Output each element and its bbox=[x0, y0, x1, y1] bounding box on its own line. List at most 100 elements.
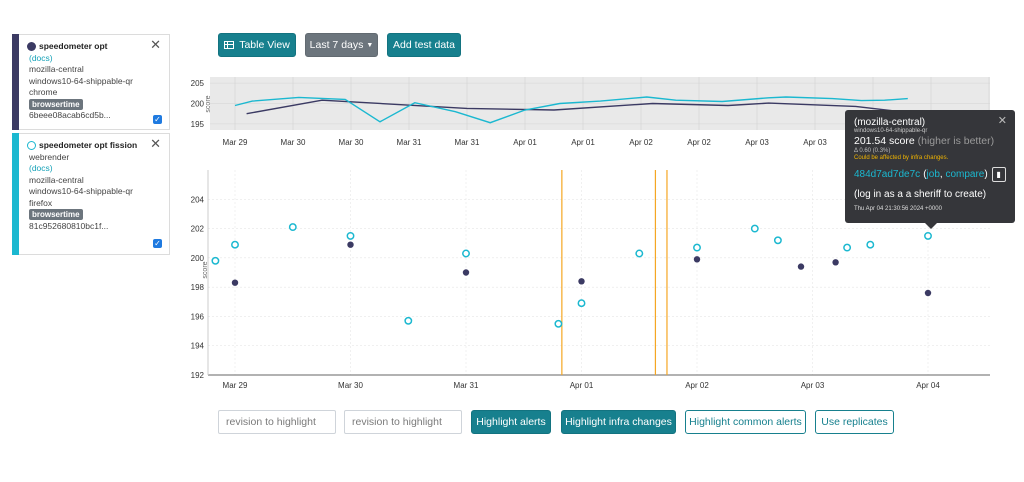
data-point-s2[interactable] bbox=[404, 316, 413, 325]
main-chart[interactable]: 192 194 196 198 200 202 204 score Mar 29 Mar 30… bbox=[180, 160, 1000, 395]
data-point-s2[interactable] bbox=[346, 231, 355, 240]
overview-x-tick-label: Apr 01 bbox=[513, 138, 537, 147]
data-point-s1[interactable] bbox=[797, 263, 805, 270]
tooltip-platform: windows10-64-shippable-qr bbox=[854, 128, 928, 134]
legend-app: firefox bbox=[29, 197, 53, 208]
compare-link[interactable]: compare bbox=[945, 169, 985, 180]
overview-series-line-s1 bbox=[246, 99, 937, 115]
overview-series-line-s2 bbox=[234, 96, 908, 124]
job-link[interactable]: job bbox=[926, 169, 940, 180]
highlight-alerts-label: Highlight alerts bbox=[476, 416, 546, 428]
data-point-s2[interactable] bbox=[843, 243, 852, 252]
main-x-tick-label: Mar 29 bbox=[223, 381, 248, 390]
data-point-s2[interactable] bbox=[211, 256, 220, 265]
legend-platform: windows10-64-shippable-qr bbox=[29, 75, 133, 86]
close-icon[interactable]: ✕ bbox=[997, 115, 1007, 127]
overview-x-tick-label: Mar 30 bbox=[281, 138, 306, 147]
data-point-s2[interactable] bbox=[288, 223, 297, 232]
overview-x-tick-label: Apr 03 bbox=[803, 138, 827, 147]
legend-color-bar bbox=[12, 34, 19, 130]
revision-highlight-input-2[interactable] bbox=[344, 410, 462, 434]
docs-link[interactable]: (docs) bbox=[29, 163, 53, 173]
data-point-s1[interactable] bbox=[578, 278, 585, 285]
revision-highlight-input-1[interactable] bbox=[218, 410, 336, 434]
clipboard-icon[interactable]: ▮ bbox=[991, 167, 1006, 182]
data-point-s2[interactable] bbox=[635, 249, 644, 258]
data-point-s2[interactable] bbox=[866, 240, 875, 249]
visibility-checkbox[interactable]: ✓ bbox=[153, 115, 162, 124]
add-test-data-button[interactable]: Add test data bbox=[387, 33, 461, 57]
data-point-s1[interactable] bbox=[924, 289, 932, 297]
data-point-s1[interactable] bbox=[832, 259, 839, 266]
main-y-tick-label: 196 bbox=[191, 312, 205, 321]
data-point-s2[interactable] bbox=[231, 240, 239, 249]
legend-title: speedometer opt fission bbox=[27, 140, 163, 152]
data-point-s1[interactable] bbox=[231, 279, 239, 286]
data-point-s1[interactable] bbox=[462, 269, 470, 276]
data-point-s1[interactable] bbox=[347, 241, 354, 248]
overview-y-ticks: 195 200 205 bbox=[191, 79, 205, 129]
data-point-s1[interactable] bbox=[693, 256, 701, 263]
main-x-tick-label: Mar 31 bbox=[454, 381, 479, 390]
close-icon[interactable]: ✕ bbox=[150, 136, 161, 151]
legend-card-speedometer-opt-fission[interactable]: ✕ speedometer opt fission webrender (doc… bbox=[12, 133, 170, 255]
main-y-tick-label: 194 bbox=[191, 342, 205, 351]
highlight-common-alerts-button[interactable]: Highlight common alerts bbox=[685, 410, 806, 434]
main-y-ticks: 192 194 196 198 200 202 204 bbox=[191, 195, 205, 380]
overview-x-tick-label: Mar 31 bbox=[455, 138, 480, 147]
main-y-tick-label: 202 bbox=[191, 225, 205, 234]
tooltip-arrow bbox=[925, 223, 937, 229]
revision-link[interactable]: 484d7ad7de7c bbox=[854, 169, 921, 180]
highlight-alerts-button[interactable]: Highlight alerts bbox=[471, 410, 551, 434]
series-marker-icon bbox=[27, 42, 36, 52]
tooltip-score-note: (higher is better) bbox=[917, 135, 995, 147]
overview-series bbox=[234, 96, 937, 124]
data-point-tooltip: ✕ (mozilla-central) windows10-64-shippab… bbox=[845, 110, 1015, 229]
tooltip-score: 201.54 score (higher is better) bbox=[854, 135, 1006, 147]
legend-subtitle: webrender bbox=[29, 151, 70, 162]
main-x-tick-label: Apr 04 bbox=[916, 381, 940, 390]
overview-y-tick-label: 205 bbox=[191, 79, 205, 88]
use-replicates-button[interactable]: Use replicates bbox=[815, 410, 894, 434]
legend-hash: 6beee08acab6cd5b... bbox=[29, 110, 111, 120]
data-point-s2[interactable] bbox=[773, 236, 782, 245]
main-x-tick-label: Mar 30 bbox=[338, 381, 363, 390]
tooltip-date: Thu Apr 04 21:30:56 2024 +0000 bbox=[854, 206, 942, 212]
main-y-tick-label: 204 bbox=[191, 195, 205, 204]
legend-title-text: speedometer opt bbox=[39, 41, 108, 51]
main-y-tick-label: 200 bbox=[191, 254, 205, 263]
overview-x-tick-label: Mar 30 bbox=[339, 138, 364, 147]
legend-repo: mozilla-central bbox=[29, 174, 84, 185]
docs-link[interactable]: (docs) bbox=[29, 52, 53, 63]
overview-y-tick-label: 200 bbox=[191, 100, 205, 109]
table-icon bbox=[224, 41, 235, 49]
framework-badge: browsertime bbox=[29, 98, 83, 110]
data-point-s2[interactable] bbox=[924, 231, 932, 240]
overview-y-tick-label: 195 bbox=[191, 120, 205, 129]
data-point-s2[interactable] bbox=[462, 249, 470, 258]
visibility-checkbox[interactable]: ✓ bbox=[153, 239, 162, 248]
main-y-tick-label: 198 bbox=[191, 283, 205, 292]
tooltip-title: (mozilla-central) bbox=[854, 117, 926, 128]
table-view-button[interactable]: Table View bbox=[218, 33, 296, 57]
data-point-s2[interactable] bbox=[577, 299, 586, 308]
overview-x-tick-label: Apr 02 bbox=[687, 138, 711, 147]
highlight-infra-label: Highlight infra changes bbox=[565, 416, 672, 428]
highlight-infra-changes-button[interactable]: Highlight infra changes bbox=[561, 410, 676, 434]
table-view-label: Table View bbox=[239, 39, 290, 51]
main-y-label: score bbox=[202, 261, 209, 278]
data-point-s2[interactable] bbox=[693, 243, 701, 252]
time-range-dropdown[interactable]: Last 7 days ▼ bbox=[305, 33, 378, 57]
legend-card-speedometer-opt[interactable]: ✕ speedometer opt (docs) mozilla-central… bbox=[12, 34, 170, 130]
data-point-s2[interactable] bbox=[750, 224, 759, 233]
caret-down-icon: ▼ bbox=[366, 41, 374, 49]
main-x-tick-label: Apr 03 bbox=[801, 381, 825, 390]
framework-badge: browsertime bbox=[29, 209, 83, 220]
close-icon[interactable]: ✕ bbox=[150, 37, 161, 52]
main-x-tick-label: Apr 01 bbox=[570, 381, 594, 390]
legend-title-text: speedometer opt fission bbox=[39, 140, 138, 150]
main-series-points[interactable] bbox=[211, 223, 932, 328]
use-replicates-label: Use replicates bbox=[821, 416, 888, 428]
data-point-s2[interactable] bbox=[554, 319, 563, 328]
overview-chart[interactable]: 195 200 205 score Mar 29 Mar 30 Mar 30 Mar 31… bbox=[180, 70, 1000, 150]
